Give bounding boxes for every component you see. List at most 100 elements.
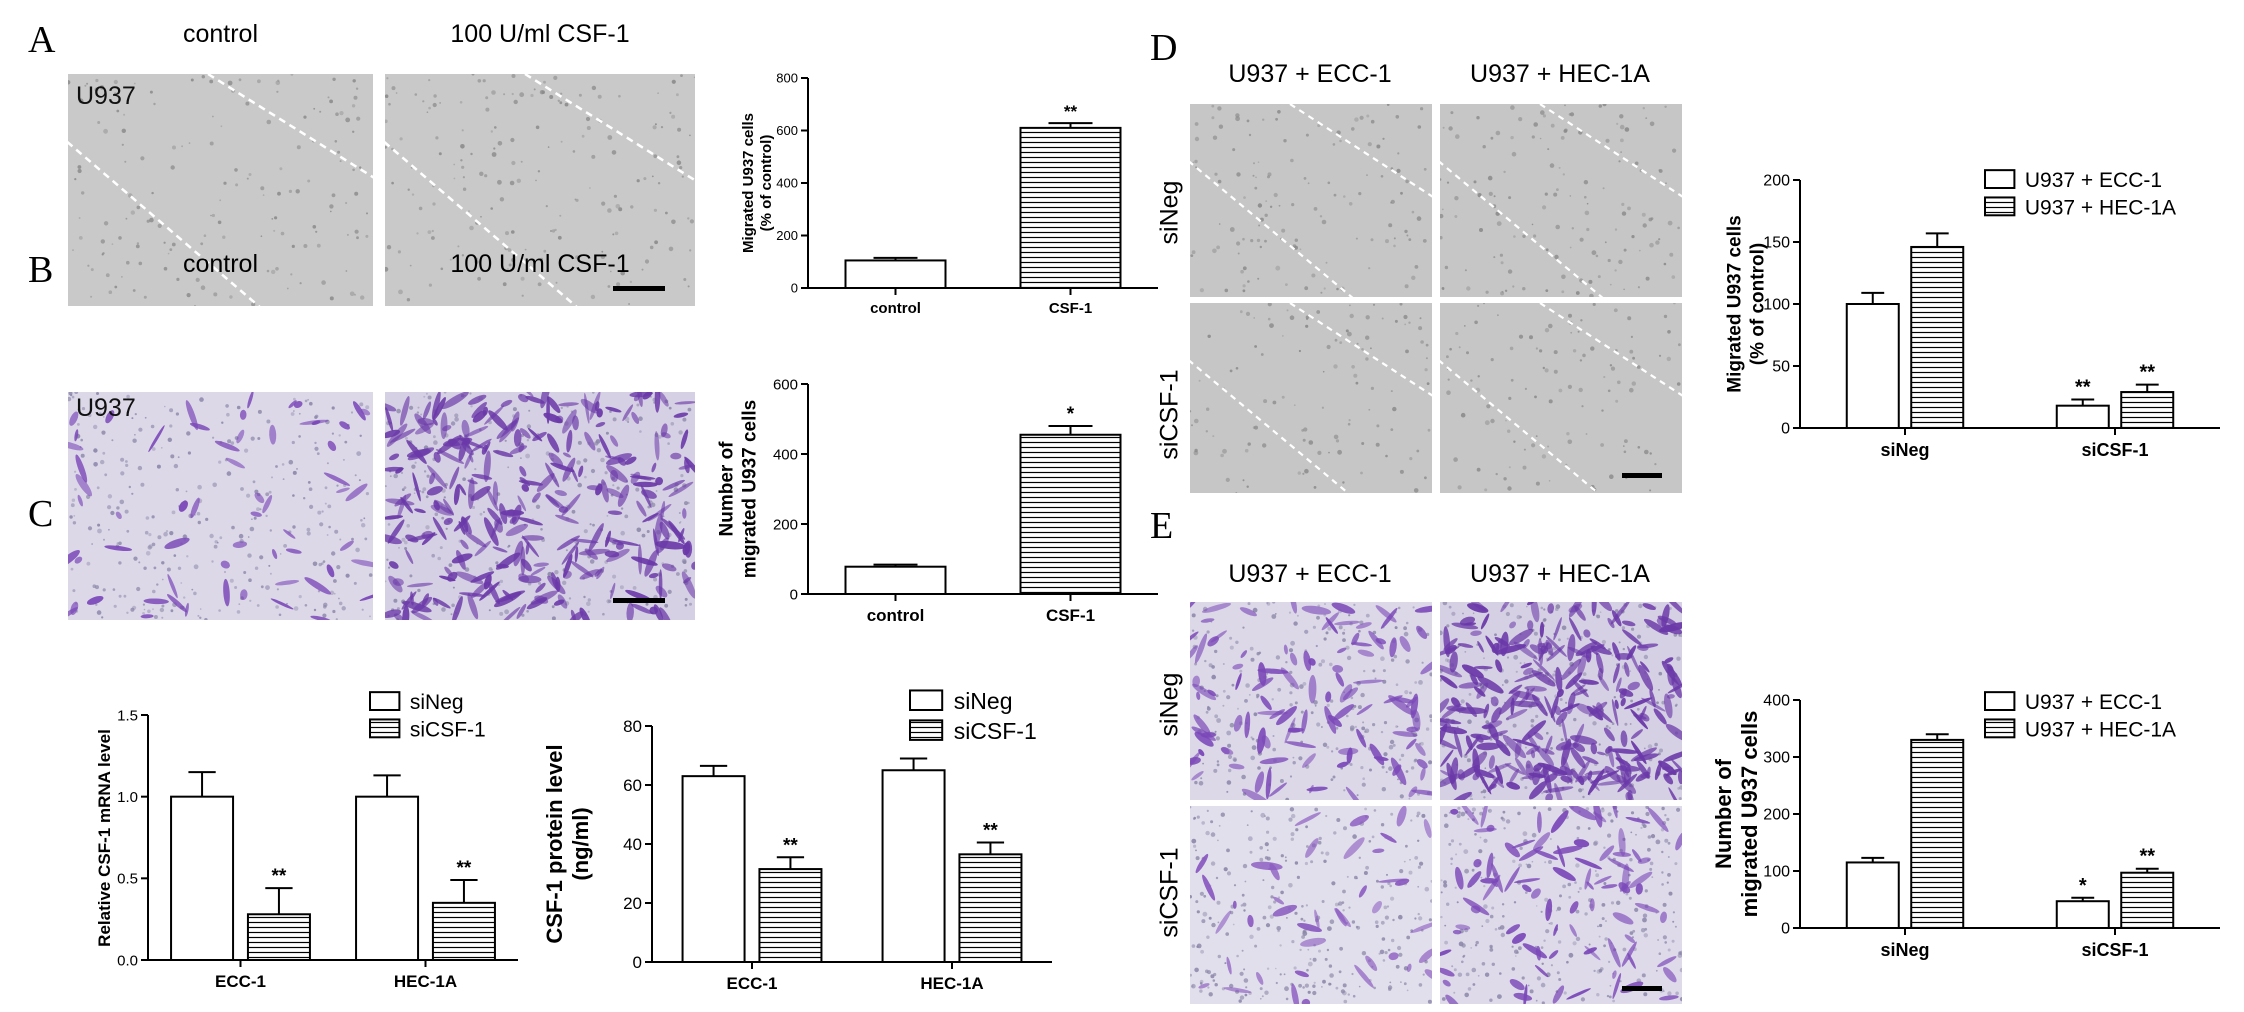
chart-d-legend-label-0: U937 + ECC-1 — [2025, 169, 2162, 192]
chart-c2-bar-0-1 — [758, 868, 823, 964]
chart-c2-legend-swatch-0 — [909, 689, 944, 712]
chart-c2-legend-label-1: siCSF-1 — [954, 718, 1037, 744]
panel-d-micrograph-sineg-ecc1 — [1190, 104, 1432, 297]
chart-e-bar-1-1-significance: ** — [2139, 846, 2155, 868]
chart-d-y-tick-label-2: 100 — [1763, 297, 1790, 314]
chart-d-bar-1-1 — [2120, 391, 2175, 430]
panel-letter-d: D — [1150, 27, 1178, 69]
chart-b-y-label: Number ofmigrated U937 cells — [717, 400, 761, 578]
panel-b-micrograph-csf1 — [385, 392, 695, 620]
panel-b-scale-bar — [613, 598, 665, 603]
chart-e-bar-0-1 — [1910, 738, 1965, 930]
chart-d-y-tick-label-4: 200 — [1763, 173, 1790, 190]
panel-d-micrograph-sicsf1-hec1a — [1440, 303, 1682, 493]
chart-d-bar-0-0 — [1845, 303, 1900, 429]
chart-a-x-tick-label-1: CSF-1 — [1049, 300, 1092, 317]
chart-c1-y-tick-label-0: 0.0 — [117, 952, 138, 969]
chart-e-bar-1-0-significance: * — [2079, 875, 2087, 897]
chart-b-x-tick-label-0: control — [867, 606, 925, 625]
panel-d-row-label-sineg: siNeg — [1155, 180, 1184, 245]
chart-a-bar-1-significance: ** — [1064, 102, 1078, 121]
chart-d-bar-1-1-significance: ** — [2139, 362, 2155, 384]
chart-c1-x-tick-label-1: HEC-1A — [394, 972, 457, 991]
chart-c1-y-tick-label-3: 1.5 — [117, 707, 138, 724]
panel-a-scale-bar — [613, 286, 665, 291]
chart-e-legend-swatch-1 — [1984, 718, 2016, 739]
chart-b-x-tick-label-1: CSF-1 — [1046, 606, 1095, 625]
panel-e-micrograph-sineg-ecc1 — [1190, 602, 1432, 800]
chart-c2-y-tick-label-3: 60 — [623, 776, 642, 795]
chart-c2-bar-0-1-significance: ** — [783, 835, 798, 856]
chart-e-y-tick-label-3: 300 — [1763, 750, 1790, 767]
chart-a-y-tick-label-2: 400 — [776, 176, 798, 191]
panel-d-micrograph-sineg-hec1a — [1440, 104, 1682, 297]
chart-d-y-label: Migrated U937 cells(% of control) — [1725, 215, 1769, 392]
chart-c1-y-tick-label-2: 1.0 — [117, 789, 138, 806]
panel-e-micrograph-sicsf1-ecc1 — [1190, 806, 1432, 1004]
panel-letter-e: E — [1150, 505, 1174, 547]
chart-b-bar-0 — [844, 565, 947, 596]
panel-e-scale-bar — [1622, 986, 1662, 991]
chart-d-legend-swatch-0 — [1984, 169, 2016, 189]
chart-e-x-tick-label-1: siCSF-1 — [2081, 940, 2148, 960]
chart-c1-legend-label-1: siCSF-1 — [410, 718, 486, 741]
chart-d-bar-1-0-significance: ** — [2075, 376, 2091, 398]
panel-b-col-header-csf1: 100 U/ml CSF-1 — [450, 250, 630, 278]
chart-b-bar-1 — [1019, 433, 1122, 595]
chart-c2-legend-label-0: siNeg — [954, 688, 1013, 714]
chart-c2-y-tick-label-4: 80 — [623, 717, 642, 736]
panel-letter-b: B — [28, 249, 54, 291]
chart-e-bar-1-1 — [2120, 871, 2175, 930]
chart-e-legend-label-0: U937 + ECC-1 — [2025, 691, 2162, 714]
chart-e-y-tick-label-0: 0 — [1781, 921, 1790, 938]
chart-a-bar-1 — [1019, 126, 1122, 289]
chart-c2-x-tick-label-1: HEC-1A — [920, 974, 983, 993]
panel-d-micrograph-sicsf1-ecc1 — [1190, 303, 1432, 493]
chart-d-y-tick-label-0: 0 — [1781, 421, 1790, 438]
panel-e-col-header-ecc1: U937 + ECC-1 — [1228, 560, 1392, 588]
chart-c1-legend-label-0: siNeg — [410, 691, 464, 714]
chart-c1-bar-0-1-significance: ** — [272, 866, 287, 887]
chart-c1-legend-swatch-1 — [369, 718, 401, 739]
panel-e-micrograph-sineg-hec1a — [1440, 602, 1682, 800]
panel-a-micrograph-control: U937 — [68, 74, 373, 306]
chart-b-bar-1-significance: * — [1067, 404, 1075, 425]
chart-a-y-tick-label-0: 0 — [791, 281, 798, 296]
chart-d-legend-label-1: U937 + HEC-1A — [2025, 196, 2176, 219]
chart-a-y-tick-label-4: 800 — [776, 71, 798, 86]
chart-d-bar-0-1 — [1910, 245, 1965, 429]
chart-d-y-tick-label-3: 150 — [1763, 235, 1790, 252]
chart-c2-legend-swatch-1 — [909, 719, 944, 741]
chart-c2-y-tick-label-1: 20 — [623, 894, 642, 913]
chart-c2-bar-1-1-significance: ** — [983, 821, 998, 842]
panel-a-col-header-csf1: 100 U/ml CSF-1 — [450, 20, 630, 48]
chart-c2-y-tick-label-0: 0 — [633, 953, 642, 972]
chart-d-legend-swatch-1 — [1984, 196, 2016, 217]
chart-d-x-tick-label-0: siNeg — [1880, 440, 1929, 460]
panel-d-row-label-sicsf1: siCSF-1 — [1155, 369, 1184, 460]
panel-a-col-header-control: control — [182, 20, 259, 48]
chart-c1-bar-0-1 — [246, 913, 311, 961]
chart-b-y-tick-label-1: 200 — [773, 516, 798, 533]
chart-c1-bar-1-0 — [355, 795, 420, 962]
chart-c1-y-label: Relative CSF-1 mRNA level — [95, 729, 114, 947]
chart-e-y-tick-label-2: 200 — [1763, 807, 1790, 824]
panel-d-scale-bar — [1622, 473, 1662, 478]
chart-e-y-label: Number ofmigrated U937 cells — [1711, 711, 1762, 918]
panel-b-cell-line-label: U937 — [76, 394, 136, 422]
chart-c2-x-tick-label-0: ECC-1 — [726, 974, 777, 993]
chart-c2-y-tick-label-2: 40 — [623, 835, 642, 854]
chart-b-y-tick-label-0: 0 — [790, 586, 798, 603]
chart-e-bar-0-0 — [1845, 861, 1900, 930]
chart-a-y-tick-label-1: 200 — [776, 228, 798, 243]
chart-c1-x-tick-label-0: ECC-1 — [215, 972, 266, 991]
chart-c2-bar-0-0 — [681, 775, 746, 964]
panel-letter-c: C — [28, 493, 54, 535]
chart-a-bar-0 — [844, 259, 947, 289]
chart-c2-bar-1-1 — [958, 853, 1023, 964]
chart-b-y-tick-label-2: 400 — [773, 446, 798, 463]
chart-c1-y-tick-label-1: 0.5 — [117, 871, 138, 888]
chart-e-legend-swatch-0 — [1984, 691, 2016, 712]
panel-a-micrograph-csf1 — [385, 74, 695, 306]
panel-letter-a: A — [28, 19, 56, 61]
